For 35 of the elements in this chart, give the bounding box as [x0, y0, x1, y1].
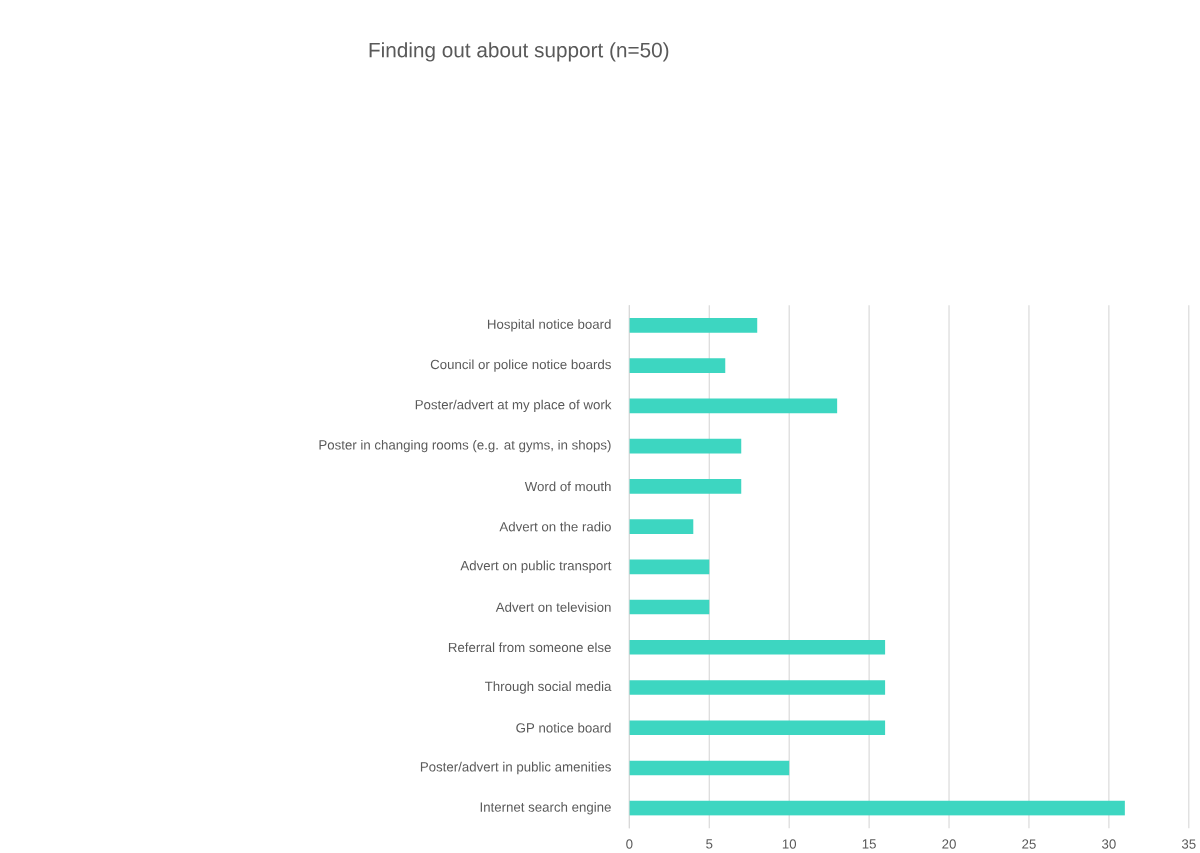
y-tick-label: Advert on television	[495, 602, 611, 613]
y-tick-label: Word of mouth	[524, 481, 611, 492]
bar	[629, 640, 886, 655]
bar	[629, 398, 838, 414]
y-tick-label: Poster/advert in public amenities	[420, 762, 611, 775]
y-tick-label: Referral from someone else	[448, 642, 611, 653]
y-tick-label: Poster/advert at my place of work	[415, 399, 612, 413]
x-tick-label: 35	[1181, 839, 1196, 849]
bar	[629, 599, 710, 615]
x-tick-label: 25	[1022, 839, 1036, 849]
bar	[629, 438, 742, 454]
bar	[629, 680, 886, 696]
bar	[629, 559, 710, 575]
y-tick-label: GP notice board	[516, 723, 611, 733]
bar	[629, 519, 694, 535]
y-tick-label: Poster in changing rooms (e.g. at gyms, in shops)	[319, 440, 611, 453]
bar	[629, 358, 726, 374]
x-tick-label: 15	[862, 839, 876, 849]
bar	[629, 720, 886, 736]
bar	[629, 318, 758, 333]
chart-title: Finding out about support (n=50)	[369, 42, 669, 62]
x-tick-label: 30	[1102, 839, 1116, 849]
y-tick-label: Council or police notice boards	[430, 359, 611, 372]
y-tick-label: Advert on public transport	[460, 560, 612, 574]
y-tick-label: Through social media	[484, 681, 612, 694]
y-tick-label: Advert on the radio	[499, 521, 611, 532]
x-tick-label: 5	[706, 839, 713, 849]
bar	[629, 479, 742, 494]
bar	[629, 760, 790, 776]
bar	[629, 801, 1125, 816]
x-tick-label: 10	[782, 839, 797, 849]
x-tick-label: 0	[626, 839, 633, 849]
y-tick-label: Hospital notice board	[487, 319, 611, 332]
y-tick-label: Internet search engine	[480, 802, 611, 815]
x-tick-label: 20	[942, 839, 956, 849]
